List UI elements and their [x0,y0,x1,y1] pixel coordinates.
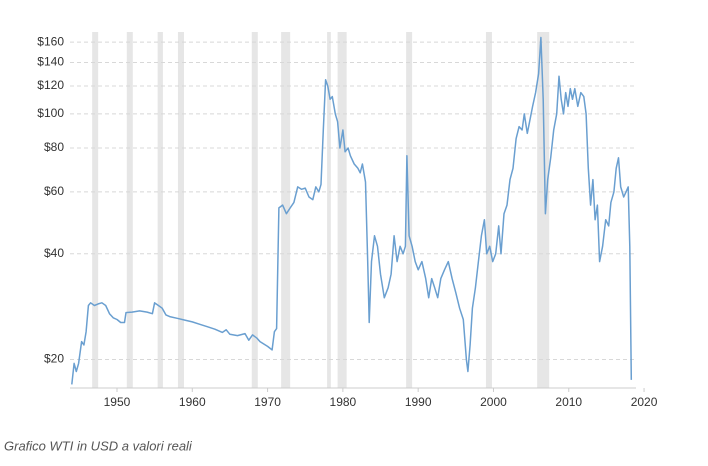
recession-band [92,32,99,388]
x-tick-label: 1990 [405,395,432,409]
recession-band [251,32,258,388]
x-tick-label: 2020 [631,395,658,409]
x-tick-label: 1960 [179,395,206,409]
recession-band [157,32,163,388]
recession-band [126,32,133,388]
y-tick-label: $160 [37,34,64,48]
y-tick-label: $40 [44,246,64,260]
recession-band [177,32,184,388]
y-tick-label: $80 [44,140,64,154]
y-tick-label: $140 [37,55,64,69]
x-tick-label: 1950 [104,395,131,409]
caption: Grafico WTI in USD a valori reali [4,438,193,453]
recession-band [327,32,331,388]
y-tick-label: $60 [44,184,64,198]
y-tick-label: $120 [37,78,64,92]
price-line [71,36,633,385]
recession-band [281,32,291,388]
x-tick-label: 1970 [254,395,281,409]
x-tick-label: 2010 [555,395,582,409]
recession-band [337,32,347,388]
y-tick-label: $100 [37,106,64,120]
recession-band [485,32,492,388]
x-tick-label: 1980 [330,395,357,409]
y-tick-label: $20 [44,352,64,366]
recession-band [537,32,550,388]
x-tick-label: 2000 [480,395,507,409]
